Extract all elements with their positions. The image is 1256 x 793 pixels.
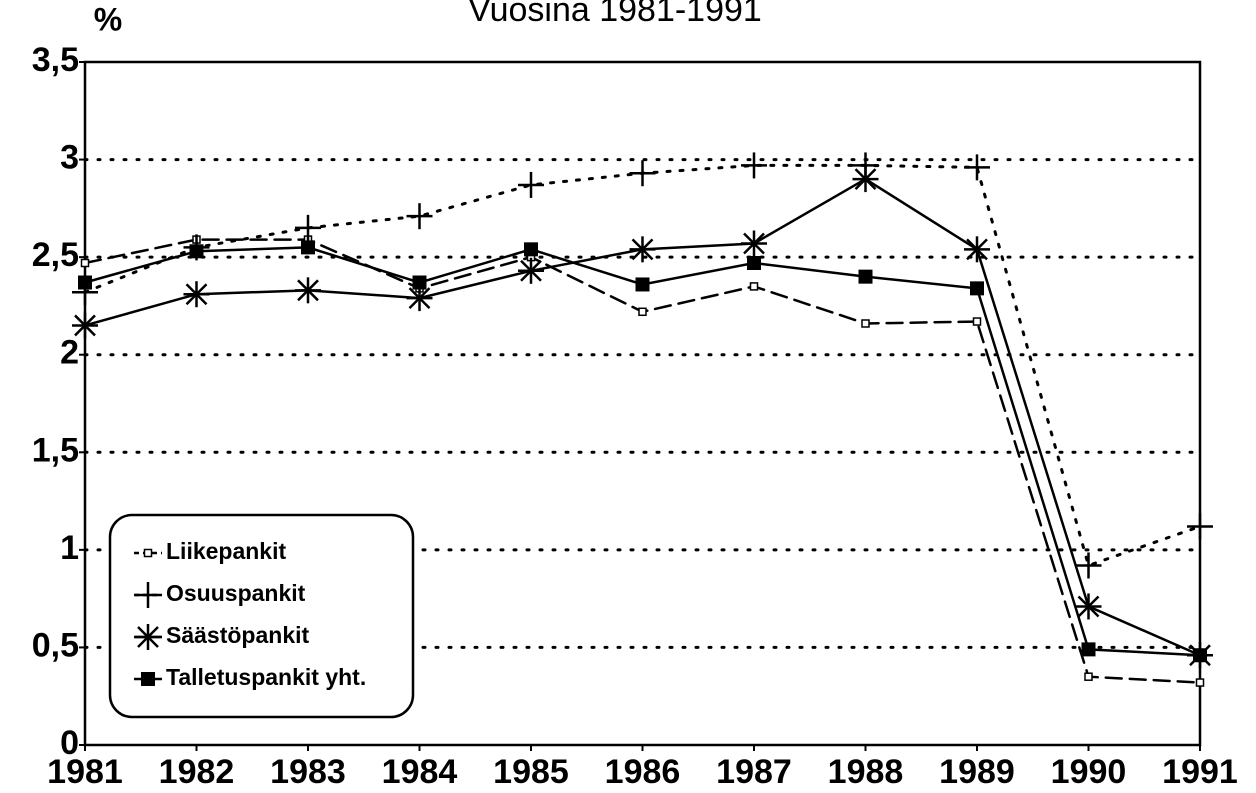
marker: [72, 312, 98, 339]
marker: [741, 230, 767, 257]
legend-label: Liikepankit: [166, 538, 286, 564]
marker: [1193, 648, 1207, 663]
marker: [135, 624, 161, 650]
marker: [78, 275, 92, 290]
x-tick-label: 1982: [159, 753, 235, 791]
marker: [295, 277, 321, 304]
x-tick-label: 1981: [47, 753, 123, 791]
y-tick-label: 2: [60, 334, 79, 372]
marker: [1075, 552, 1102, 579]
marker: [295, 214, 321, 241]
y-tick-label: 3,5: [32, 41, 79, 79]
marker: [964, 154, 990, 181]
series-line: [83, 163, 1202, 568]
legend-label: Osuuspankit: [166, 580, 306, 606]
y-tick-label: 1,5: [32, 431, 79, 469]
marker: [183, 281, 210, 308]
marker: [518, 171, 544, 198]
marker: [141, 672, 155, 686]
chart-title: Vuosina 1981-1991: [468, 0, 762, 29]
marker: [749, 282, 759, 291]
marker: [135, 582, 161, 608]
x-tick-label: 1985: [493, 753, 569, 791]
legend-box: [108, 513, 415, 719]
marker: [747, 255, 761, 270]
y-tick-label: 2,5: [32, 236, 79, 274]
x-tick-label: 1989: [939, 753, 1015, 791]
x-tick-label: 1988: [828, 753, 904, 791]
marker: [629, 160, 656, 187]
marker: [518, 257, 544, 284]
marker: [1187, 513, 1213, 540]
marker: [970, 281, 984, 296]
marker: [143, 548, 153, 558]
x-tick-label: 1984: [382, 753, 458, 791]
legend-label: Talletuspankit yht.: [166, 664, 366, 690]
marker: [406, 203, 433, 230]
marker: [629, 236, 656, 263]
marker: [189, 244, 204, 259]
marker: [741, 152, 767, 179]
x-tick-label: 1990: [1051, 753, 1127, 791]
marker: [858, 269, 873, 284]
y-axis-label: %: [94, 1, 122, 37]
marker: [638, 307, 647, 317]
marker: [852, 166, 879, 193]
y-tick-label: 1: [60, 529, 79, 567]
y-tick-label: 0: [60, 724, 79, 762]
marker: [301, 240, 315, 255]
marker: [972, 317, 982, 326]
y-tick-label: 3: [60, 139, 79, 177]
y-tick-label: 0,5: [32, 626, 79, 664]
marker: [964, 236, 990, 263]
marker: [1075, 593, 1102, 620]
x-tick-label: 1983: [270, 753, 346, 791]
marker: [861, 319, 870, 328]
marker: [1084, 672, 1093, 681]
x-tick-label: 1987: [716, 753, 792, 791]
marker: [80, 258, 90, 268]
marker: [635, 277, 650, 292]
x-tick-label: 1991: [1162, 753, 1238, 791]
marker: [524, 242, 538, 257]
marker: [1195, 678, 1205, 687]
x-tick-label: 1986: [605, 753, 681, 791]
marker: [1081, 642, 1096, 657]
legend-label: Säästöpankit: [166, 622, 309, 648]
marker: [412, 275, 427, 290]
